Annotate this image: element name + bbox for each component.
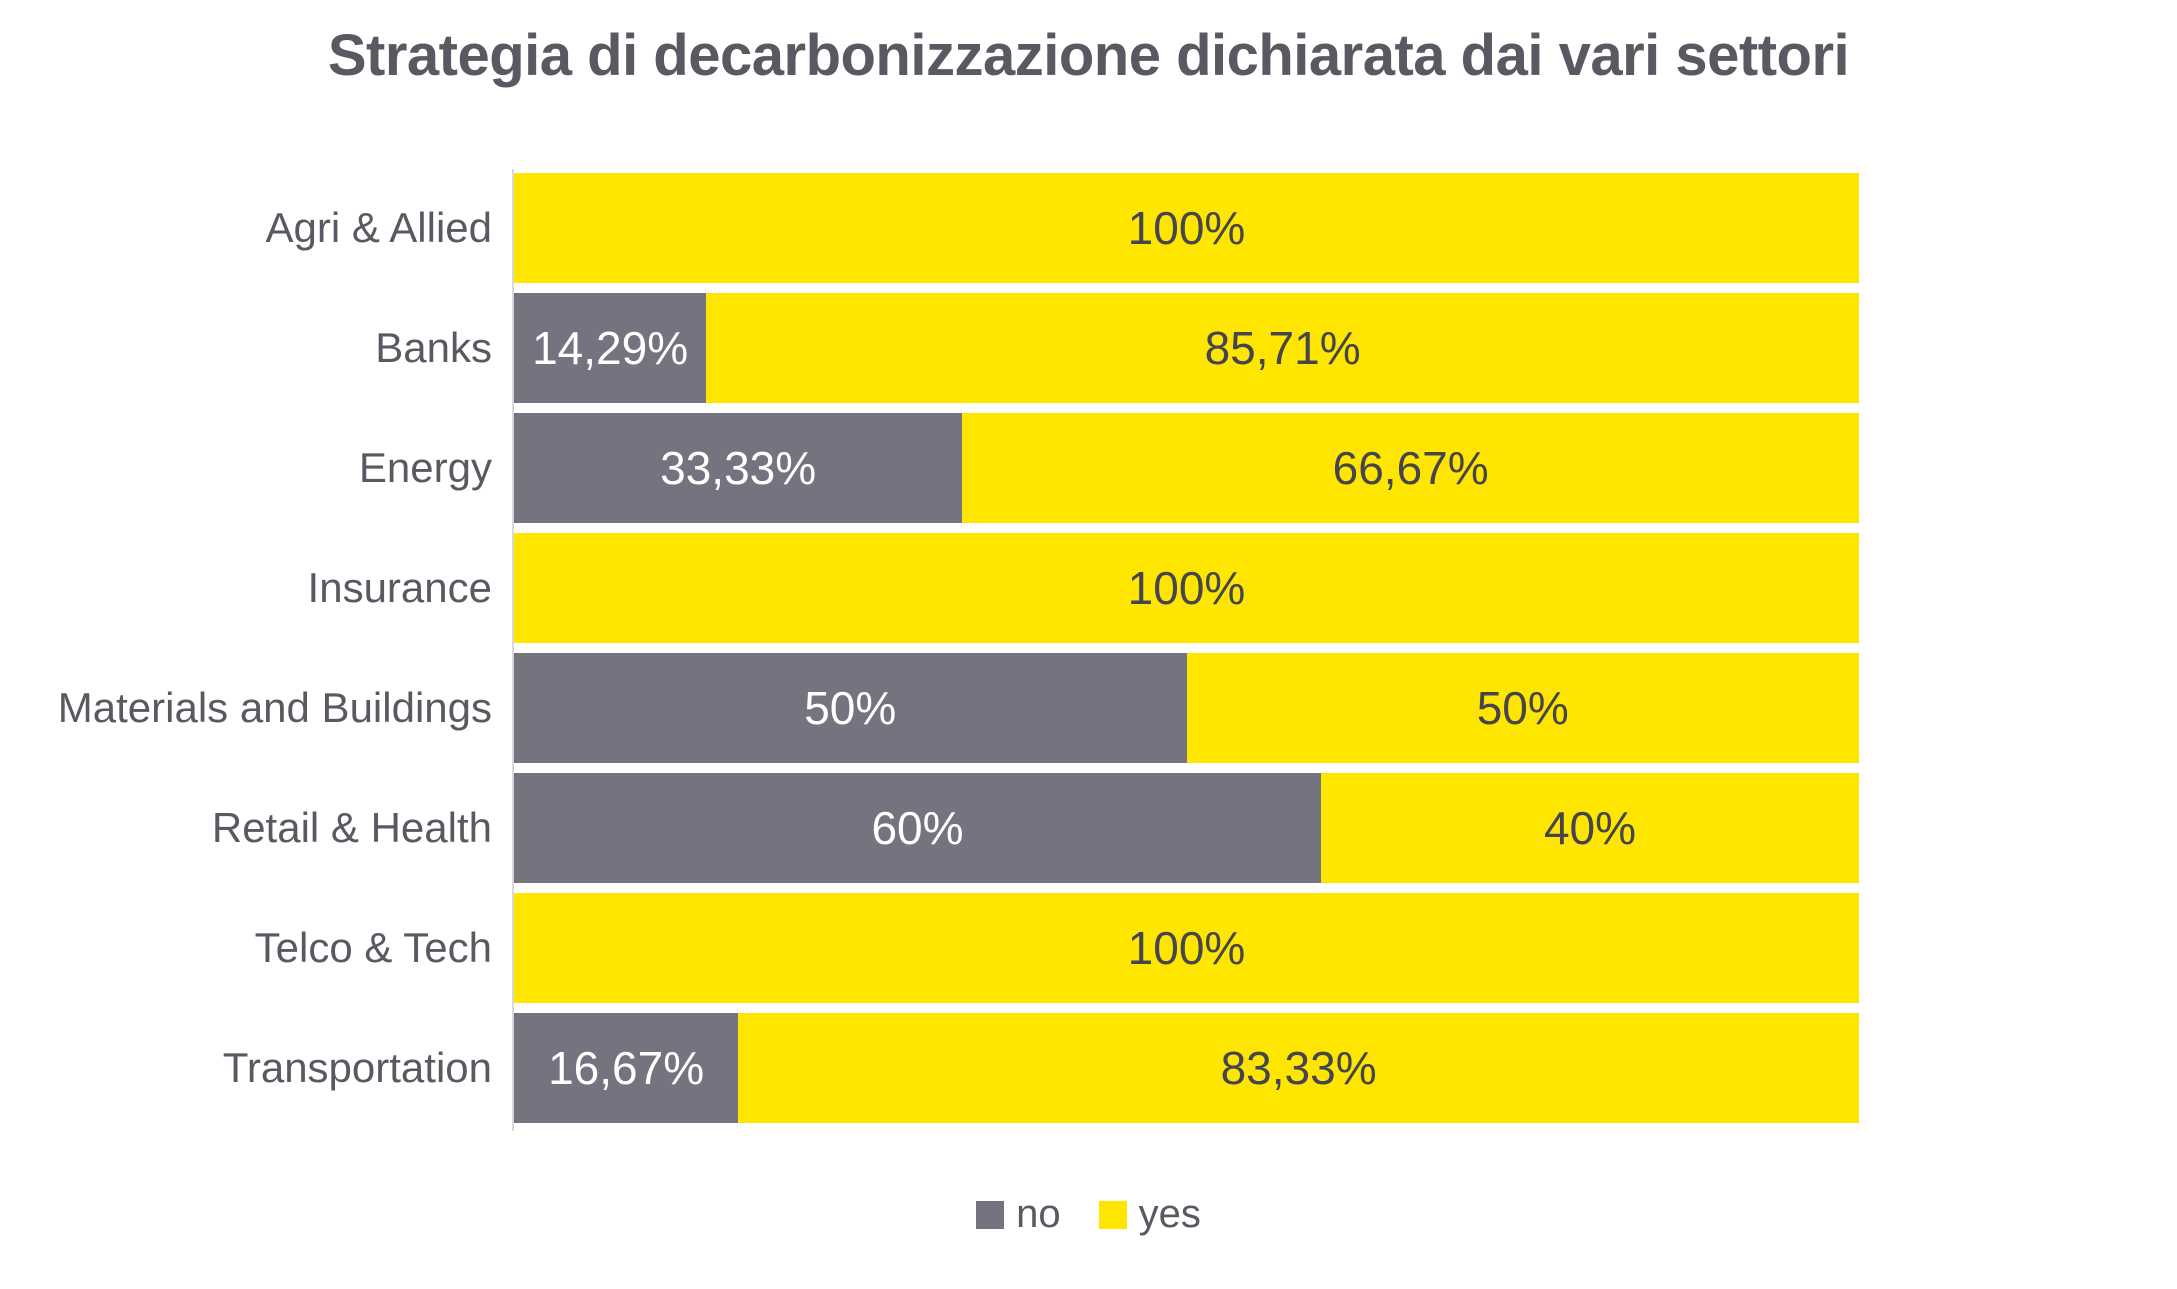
category-label: Insurance: [307, 564, 492, 611]
bar-row: Energy 33,33% 66,67%: [0, 413, 2177, 523]
bar-track: 100%: [514, 893, 1859, 1003]
value-label: 85,71%: [1204, 322, 1361, 374]
bar-segment-yes: 85,71%: [706, 293, 1859, 403]
bar-segment-no: 33,33%: [514, 413, 963, 523]
legend-item-yes: yes: [1098, 1192, 1201, 1237]
value-label: 16,67%: [548, 1042, 705, 1094]
legend-label: no: [1016, 1192, 1061, 1236]
legend: no yes: [0, 1192, 2177, 1237]
bar-row: Transportation 16,67% 83,33%: [0, 1013, 2177, 1123]
category-label: Retail & Health: [211, 804, 492, 851]
value-label: 100%: [1127, 922, 1246, 974]
bar-track: 60% 40%: [514, 773, 1859, 883]
category-label: Agri & Allied: [265, 204, 492, 251]
chart-title: Strategia di decarbonizzazione dichiarat…: [327, 23, 1850, 88]
value-label: 14,29%: [532, 322, 689, 374]
bar-segment-yes: 100%: [514, 893, 1859, 1003]
bar-track: 14,29% 85,71%: [514, 293, 1859, 403]
value-label: 83,33%: [1220, 1042, 1377, 1094]
category-label: Telco & Tech: [254, 924, 492, 971]
bar-segment-yes: 83,33%: [738, 1013, 1859, 1123]
value-label: 100%: [1127, 562, 1246, 614]
bar-track: 100%: [514, 533, 1859, 643]
bar-row: Insurance 100%: [0, 533, 2177, 643]
value-label: 50%: [1476, 682, 1569, 734]
value-label: 66,67%: [1332, 442, 1489, 494]
value-label: 33,33%: [660, 442, 817, 494]
bar-track: 100%: [514, 173, 1859, 283]
legend-swatch-yes: [1098, 1200, 1127, 1229]
bar-segment-no: 14,29%: [514, 293, 707, 403]
bar-segment-no: 50%: [514, 653, 1187, 763]
bar-track: 33,33% 66,67%: [514, 413, 1859, 523]
bar-row: Telco & Tech 100%: [0, 893, 2177, 1003]
category-label: Banks: [375, 324, 492, 371]
bar-row: Retail & Health 60% 40%: [0, 773, 2177, 883]
value-label: 60%: [871, 802, 964, 854]
bar-segment-yes: 66,67%: [962, 413, 1859, 523]
legend-swatch-no: [976, 1200, 1005, 1229]
category-label: Transportation: [222, 1044, 492, 1091]
bar-segment-yes: 100%: [514, 533, 1859, 643]
plot-area: Agri & Allied 100% Banks 14,29% 85,71% Energy…: [0, 169, 2177, 1131]
bar-track: 50% 50%: [514, 653, 1859, 763]
value-label: 50%: [804, 682, 897, 734]
category-label: Materials and Buildings: [57, 684, 492, 731]
legend-item-no: no: [976, 1192, 1061, 1237]
bar-track: 16,67% 83,33%: [514, 1013, 1859, 1123]
bar-segment-yes: 50%: [1186, 653, 1859, 763]
value-label: 100%: [1127, 202, 1246, 254]
bar-segment-yes: 40%: [1321, 773, 1859, 883]
value-label: 40%: [1543, 802, 1637, 854]
bar-row: Materials and Buildings 50% 50%: [0, 653, 2177, 763]
bar-segment-no: 60%: [514, 773, 1321, 883]
legend-label: yes: [1138, 1192, 1201, 1236]
y-axis-line: [512, 169, 514, 1131]
category-label: Energy: [358, 444, 492, 491]
bar-rows-container: Agri & Allied 100% Banks 14,29% 85,71% Energy…: [0, 173, 2177, 1123]
bar-row: Agri & Allied 100%: [0, 173, 2177, 283]
bar-segment-yes: 100%: [514, 173, 1859, 283]
bar-segment-no: 16,67%: [514, 1013, 739, 1123]
bar-row: Banks 14,29% 85,71%: [0, 293, 2177, 403]
